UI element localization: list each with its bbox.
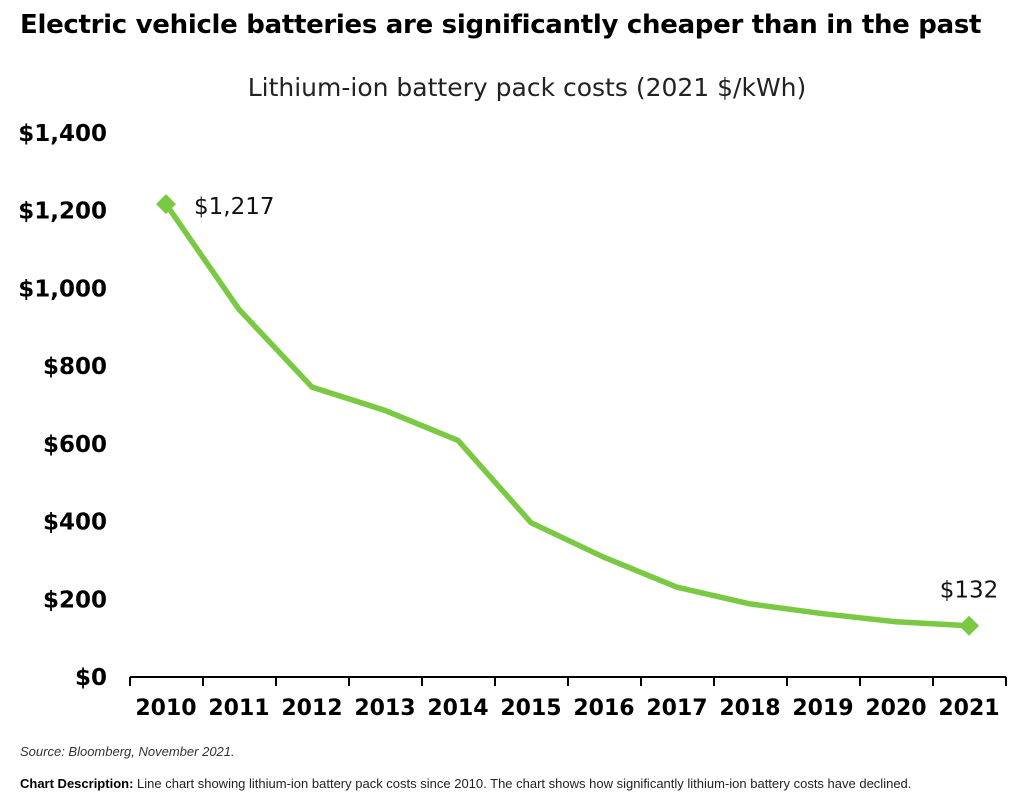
x-tick-label: 2020 <box>865 696 926 721</box>
data-label-2021: $132 <box>940 578 999 604</box>
chart-description: Chart Description: Line chart showing li… <box>20 776 911 791</box>
x-tick-label: 2015 <box>500 696 561 721</box>
data-marker-2021 <box>959 615 979 636</box>
series-line <box>163 201 972 629</box>
x-tick-label: 2011 <box>208 696 269 721</box>
y-tick-label: $1,200 <box>18 199 107 225</box>
y-tick-label: $0 <box>75 665 107 691</box>
chart-title: Lithium-ion battery pack costs (2021 $/k… <box>247 73 807 102</box>
x-tick-label: 2018 <box>719 696 780 721</box>
data-labels: $1,217 $132 <box>194 194 998 604</box>
x-tick-label: 2017 <box>646 696 707 721</box>
x-axis-ticks <box>129 677 1007 686</box>
line-chart: $0 $200 $400 $600 $800 $1,000 $1,200 $1,400 201… <box>18 121 1007 721</box>
chart-headline: Electric vehicle batteries are significa… <box>20 10 982 40</box>
y-tick-label: $800 <box>43 354 107 380</box>
data-marker-2010 <box>156 194 176 215</box>
data-markers <box>156 194 979 636</box>
x-tick-label: 2012 <box>281 696 342 721</box>
y-axis-tick-labels: $0 $200 $400 $600 $800 $1,000 $1,200 $1,400 <box>18 121 107 691</box>
data-label-2010: $1,217 <box>194 194 274 220</box>
x-tick-label: 2016 <box>573 696 634 721</box>
x-tick-label: 2014 <box>427 696 488 721</box>
y-tick-label: $1,400 <box>18 121 107 147</box>
x-tick-label: 2019 <box>792 696 853 721</box>
x-axis-tick-labels: 2010 2011 2012 2013 2014 2015 2016 2017 2018 2019… <box>135 696 999 721</box>
source-note: Source: Bloomberg, November 2021. <box>20 744 235 759</box>
y-tick-label: $400 <box>43 510 107 536</box>
description-text: Line chart showing lithium-ion battery p… <box>133 776 912 791</box>
y-tick-label: $1,000 <box>18 276 107 302</box>
x-tick-label: 2013 <box>354 696 415 721</box>
x-tick-label: 2010 <box>135 696 196 721</box>
x-tick-label: 2021 <box>938 696 999 721</box>
y-tick-label: $200 <box>43 587 107 613</box>
y-tick-label: $600 <box>43 432 107 458</box>
description-label: Chart Description: <box>20 776 134 791</box>
